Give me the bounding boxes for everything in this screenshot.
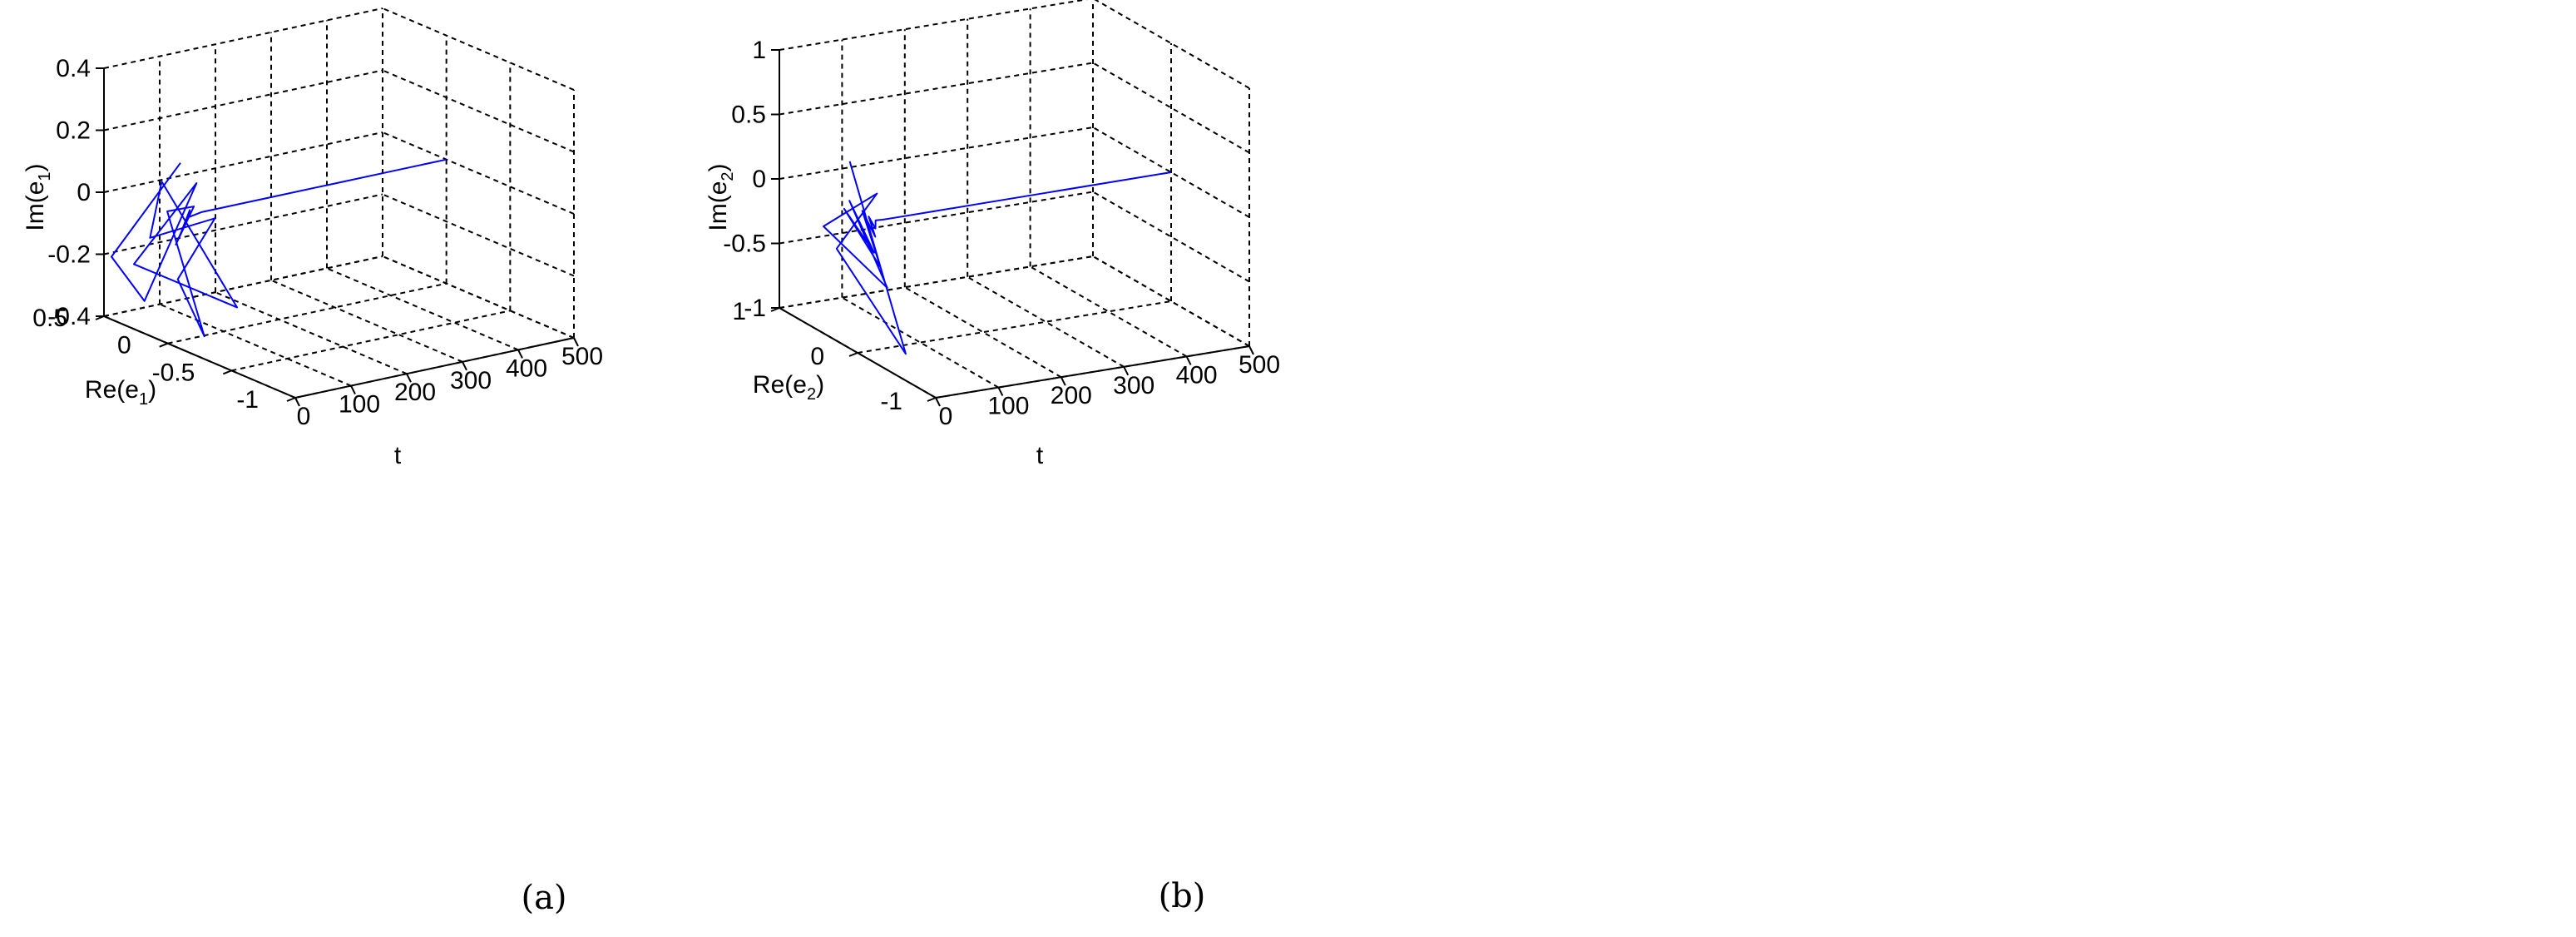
x-tick xyxy=(294,397,300,407)
x-tick xyxy=(350,385,356,395)
grid-line xyxy=(103,69,383,131)
chart-panel-1: 0 100 200 300 400 500 -1 -0.5 0 0.5-0.4 -0.2 0 0.2 0.… xyxy=(22,7,603,917)
y-tick xyxy=(222,369,232,375)
grid-line xyxy=(1092,255,1250,347)
z-axis-label: Im(e2) xyxy=(705,163,737,231)
x-tick-label: 500 xyxy=(1239,351,1280,379)
grid-line xyxy=(103,7,383,69)
panel-label: (a) xyxy=(521,879,566,917)
z-tick-label: -0.5 xyxy=(723,231,766,258)
y-tick xyxy=(848,352,858,357)
grid-line xyxy=(779,0,1089,51)
grid-line xyxy=(382,131,575,215)
grid-line xyxy=(103,193,383,255)
y-tick xyxy=(286,397,296,402)
y-tick xyxy=(159,342,169,348)
x-tick xyxy=(997,387,1004,397)
x-tick xyxy=(1060,376,1066,386)
y-tick-label: -1 xyxy=(880,388,902,415)
z-axis-label: Im(e1) xyxy=(22,163,54,231)
data-series-1 xyxy=(823,161,1172,355)
z-tick-label: -0.4 xyxy=(47,303,91,330)
grid-line xyxy=(841,296,999,389)
z-tick-label: 0.4 xyxy=(56,55,91,82)
x-tick xyxy=(406,373,412,383)
grid-line xyxy=(167,282,447,345)
x-tick-label: 100 xyxy=(987,393,1029,420)
grid-line xyxy=(159,303,352,387)
y-tick-label: 0 xyxy=(117,332,131,359)
grid-line xyxy=(103,255,383,317)
x-axis-line xyxy=(294,337,575,399)
y-axis-label: Re(e1) xyxy=(85,376,156,409)
grid-line xyxy=(270,279,463,363)
grid-line xyxy=(215,291,408,375)
grid-line xyxy=(1092,126,1250,218)
y-axis-line xyxy=(103,315,296,399)
panel-label: (b) xyxy=(1159,877,1206,915)
y-tick-label: 0.5 xyxy=(32,305,67,332)
x-tick-label: 200 xyxy=(1051,382,1092,409)
x-tick-label: 300 xyxy=(450,367,492,394)
grid-line xyxy=(904,286,1062,379)
grid-line xyxy=(326,267,519,351)
grid-line xyxy=(382,255,575,339)
data-series-1 xyxy=(111,158,447,338)
x-tick xyxy=(517,349,523,359)
z-tick-label: 0 xyxy=(752,166,766,193)
x-tick xyxy=(1123,366,1130,376)
grid-line xyxy=(967,275,1125,368)
x-axis-label: t xyxy=(394,442,402,469)
x-tick-label: 100 xyxy=(339,391,380,419)
x-tick xyxy=(935,397,941,407)
x-tick xyxy=(1248,345,1254,355)
grid-line xyxy=(779,126,1094,180)
grid-line xyxy=(1094,0,1250,89)
z-tick-label: -1 xyxy=(744,295,766,322)
grid-line xyxy=(382,69,575,153)
x-tick xyxy=(573,337,579,347)
grid-line xyxy=(779,62,1094,116)
y-tick-label: -1 xyxy=(236,386,259,414)
z-tick-label: -0.2 xyxy=(47,241,91,269)
grid-line xyxy=(382,7,575,91)
x-tick-label: 0 xyxy=(939,403,953,430)
x-tick-label: 400 xyxy=(1176,361,1218,389)
z-tick-label: 0 xyxy=(77,179,91,206)
grid-line xyxy=(857,300,1172,354)
grid-line xyxy=(1092,62,1250,154)
z-tick-label: 1 xyxy=(752,37,766,64)
grid-line xyxy=(382,193,575,277)
y-tick-label: 1 xyxy=(732,298,746,325)
grid-line xyxy=(1092,191,1250,283)
x-axis-line xyxy=(935,345,1250,399)
x-tick-label: 200 xyxy=(394,379,436,406)
chart-panel-2: 0 100 200 300 400 500-101-1-0.500.51tRe(e2)Im… xyxy=(705,0,1280,915)
y-tick-label: -0.5 xyxy=(152,359,195,386)
x-tick-label: 0 xyxy=(297,403,311,430)
grid-line xyxy=(103,131,383,193)
x-tick-label: 500 xyxy=(561,343,603,370)
x-tick xyxy=(462,361,467,371)
y-tick xyxy=(927,397,937,402)
x-axis-label: t xyxy=(1036,442,1044,469)
grid-line xyxy=(1030,265,1188,358)
x-tick xyxy=(1185,355,1192,365)
y-axis-label: Re(e2) xyxy=(753,371,824,404)
grid-line xyxy=(779,191,1094,245)
y-tick-label: 0 xyxy=(810,343,824,370)
x-tick-label: 400 xyxy=(506,354,547,382)
z-tick-label: 0.2 xyxy=(56,117,91,145)
z-tick-label: 0.5 xyxy=(731,102,766,129)
x-tick-label: 300 xyxy=(1113,372,1155,399)
grid-line xyxy=(231,310,511,372)
grid-line xyxy=(779,255,1094,309)
